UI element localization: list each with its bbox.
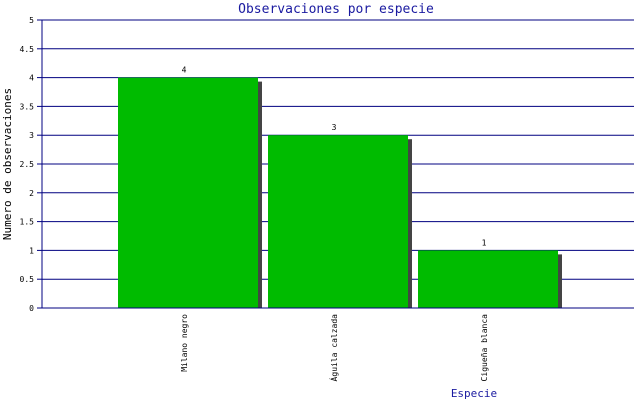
y-tick-label-1: 0.5	[20, 275, 35, 284]
bar-2	[418, 250, 558, 308]
data-label-1: 3	[332, 123, 337, 132]
x-tick-label-0: Milano negro	[180, 314, 189, 372]
y-tick-label-2: 1	[29, 246, 34, 255]
y-axis-label: Numero de observaciones	[1, 88, 14, 240]
x-tick-label-1: Águila calzada	[328, 314, 339, 382]
chart-title: Observaciones por especie	[238, 2, 434, 17]
y-tick-label-4: 2	[29, 189, 34, 198]
x-axis-categories: Milano negro Águila calzada Cigueña blanca	[180, 314, 489, 382]
y-tick-label-7: 3.5	[20, 102, 35, 111]
x-axis-label: Especie	[451, 387, 497, 400]
x-tick-label-2: Cigueña blanca	[480, 314, 489, 382]
y-tick-label-8: 4	[29, 74, 34, 83]
data-label-0: 4	[182, 66, 187, 75]
y-tick-label-0: 0	[29, 304, 34, 313]
y-tick-label-5: 2.5	[20, 160, 35, 169]
y-tick-label-10: 5	[29, 16, 34, 25]
axes	[41, 20, 634, 309]
y-tick-label-3: 1.5	[20, 218, 35, 227]
bar-1	[268, 135, 408, 308]
bars: 4 3 1	[118, 66, 562, 308]
bar-0	[118, 77, 258, 308]
y-tick-label-6: 3	[29, 131, 34, 140]
y-tick-label-9: 4.5	[20, 45, 35, 54]
y-axis-ticks: 0 0.5 1 1.5 2 2.5 3 3.5 4 4.5 5	[20, 16, 42, 313]
data-label-2: 1	[482, 238, 487, 247]
